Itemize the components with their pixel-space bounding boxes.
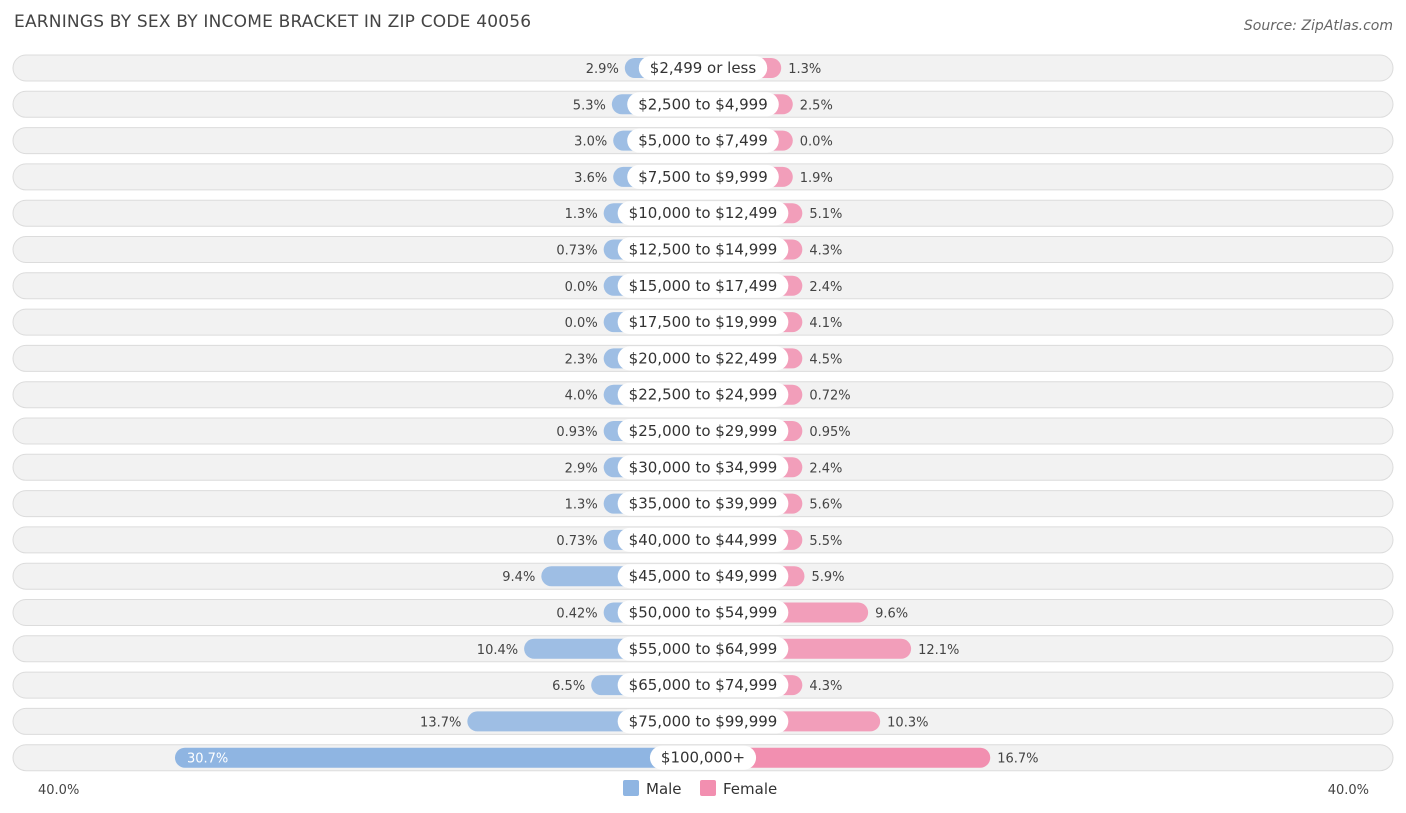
value-male-30-000-to-34-999: 2.9% — [565, 461, 598, 476]
legend-swatch-male — [623, 780, 639, 796]
value-male-2-499-or-less: 2.9% — [586, 62, 619, 77]
value-female-20-000-to-22-499: 4.5% — [809, 352, 842, 367]
chart-title: EARNINGS BY SEX BY INCOME BRACKET IN ZIP… — [14, 12, 531, 32]
value-female-65-000-to-74-999: 4.3% — [809, 679, 842, 694]
chart-source: Source: ZipAtlas.com — [1244, 18, 1393, 34]
category-pill-25-000-to-29-999 — [617, 419, 789, 443]
value-female-45-000-to-49-999: 5.9% — [811, 570, 844, 585]
category-pill-40-000-to-44-999 — [617, 527, 789, 552]
value-male-7-500-to-9-999: 3.6% — [574, 171, 607, 186]
value-male-35-000-to-39-999: 1.3% — [565, 498, 598, 513]
category-pill-75-000-to-99-999 — [617, 709, 789, 734]
category-label-25-000-to-29-999: $25,000 to $29,999 — [629, 422, 778, 440]
value-female-2-500-to-4-999: 2.5% — [800, 98, 833, 113]
category-pill-45-000-to-49-999 — [617, 564, 789, 589]
axis-label-left: 40.0% — [38, 783, 79, 798]
category-label-15-000-to-17-499: $15,000 to $17,499 — [629, 277, 778, 295]
category-label-75-000-to-99-999: $75,000 to $99,999 — [629, 712, 778, 730]
category-label-2-499-or-less: $2,499 or less — [650, 59, 757, 77]
category-pill-5-000-to-7-499 — [627, 128, 779, 153]
category-pill-2-499-or-less — [638, 56, 768, 80]
value-male-45-000-to-49-999: 9.4% — [502, 570, 535, 585]
value-female-22-500-to-24-999: 0.72% — [809, 389, 850, 404]
category-label-100-000: $100,000+ — [661, 749, 745, 767]
legend-label-female: Female — [723, 780, 777, 798]
category-label-2-500-to-4-999: $2,500 to $4,999 — [638, 95, 768, 113]
value-female-17-500-to-19-999: 4.1% — [809, 316, 842, 331]
value-female-25-000-to-29-999: 0.95% — [809, 425, 850, 440]
value-female-75-000-to-99-999: 10.3% — [887, 715, 928, 730]
value-female-40-000-to-44-999: 5.5% — [809, 534, 842, 549]
value-male-25-000-to-29-999: 0.93% — [556, 425, 597, 440]
category-pill-50-000-to-54-999 — [617, 600, 789, 625]
bar-female-100-000 — [703, 747, 991, 768]
category-pill-30-000-to-34-999 — [617, 455, 789, 480]
category-label-65-000-to-74-999: $65,000 to $74,999 — [629, 676, 778, 694]
value-female-100-000: 16.7% — [997, 752, 1038, 767]
value-female-5-000-to-7-499: 0.0% — [800, 135, 833, 150]
legend: Male Female — [623, 780, 777, 798]
value-male-10-000-to-12-499: 1.3% — [565, 207, 598, 222]
value-male-40-000-to-44-999: 0.73% — [556, 534, 597, 549]
value-male-20-000-to-22-499: 2.3% — [565, 352, 598, 367]
value-male-5-000-to-7-499: 3.0% — [574, 135, 607, 150]
value-male-12-500-to-14-999: 0.73% — [556, 244, 597, 259]
value-male-22-500-to-24-999: 4.0% — [565, 389, 598, 404]
legend-swatch-female — [700, 780, 716, 796]
value-female-10-000-to-12-499: 5.1% — [809, 207, 842, 222]
value-male-65-000-to-74-999: 6.5% — [552, 679, 585, 694]
category-pill-20-000-to-22-499 — [617, 346, 789, 371]
category-pill-55-000-to-64-999 — [617, 636, 789, 661]
category-pill-2-500-to-4-999 — [627, 92, 779, 117]
value-female-30-000-to-34-999: 2.4% — [809, 461, 842, 476]
category-label-40-000-to-44-999: $40,000 to $44,999 — [629, 531, 778, 549]
value-female-2-499-or-less: 1.3% — [788, 62, 821, 77]
category-pill-100-000 — [649, 745, 757, 770]
category-pill-10-000-to-12-499 — [617, 201, 789, 226]
value-male-17-500-to-19-999: 0.0% — [565, 316, 598, 331]
category-pill-15-000-to-17-499 — [617, 273, 789, 298]
category-label-55-000-to-64-999: $55,000 to $64,999 — [629, 640, 778, 658]
category-pill-7-500-to-9-999 — [627, 164, 779, 189]
value-male-15-000-to-17-499: 0.0% — [565, 280, 598, 295]
category-label-12-500-to-14-999: $12,500 to $14,999 — [629, 241, 778, 259]
value-male-2-500-to-4-999: 5.3% — [573, 98, 606, 113]
value-male-75-000-to-99-999: 13.7% — [420, 715, 461, 730]
category-pill-17-500-to-19-999 — [617, 310, 789, 335]
value-male-50-000-to-54-999: 0.42% — [556, 607, 597, 622]
category-label-10-000-to-12-499: $10,000 to $12,499 — [629, 204, 778, 222]
category-label-45-000-to-49-999: $45,000 to $49,999 — [629, 567, 778, 585]
axis-label-right: 40.0% — [1328, 783, 1369, 798]
category-label-7-500-to-9-999: $7,500 to $9,999 — [638, 168, 768, 186]
category-label-20-000-to-22-499: $20,000 to $22,499 — [629, 349, 778, 367]
value-female-7-500-to-9-999: 1.9% — [800, 171, 833, 186]
category-pill-65-000-to-74-999 — [617, 673, 789, 698]
category-pill-12-500-to-14-999 — [617, 237, 789, 262]
legend-label-male: Male — [646, 780, 682, 798]
value-male-100-000: 30.7% — [187, 752, 228, 767]
value-female-12-500-to-14-999: 4.3% — [809, 244, 842, 259]
value-female-15-000-to-17-499: 2.4% — [809, 280, 842, 295]
value-female-50-000-to-54-999: 9.6% — [875, 607, 908, 622]
category-pill-22-500-to-24-999 — [617, 382, 789, 407]
category-label-17-500-to-19-999: $17,500 to $19,999 — [629, 313, 778, 331]
value-female-35-000-to-39-999: 5.6% — [809, 498, 842, 513]
category-label-5-000-to-7-499: $5,000 to $7,499 — [638, 132, 768, 150]
value-female-55-000-to-64-999: 12.1% — [918, 643, 959, 658]
category-pill-35-000-to-39-999 — [617, 491, 789, 516]
category-label-35-000-to-39-999: $35,000 to $39,999 — [629, 495, 778, 513]
bar-male-100-000 — [174, 747, 703, 768]
category-label-50-000-to-54-999: $50,000 to $54,999 — [629, 604, 778, 622]
value-male-55-000-to-64-999: 10.4% — [477, 643, 518, 658]
category-label-22-500-to-24-999: $22,500 to $24,999 — [629, 386, 778, 404]
category-label-30-000-to-34-999: $30,000 to $34,999 — [629, 458, 778, 476]
